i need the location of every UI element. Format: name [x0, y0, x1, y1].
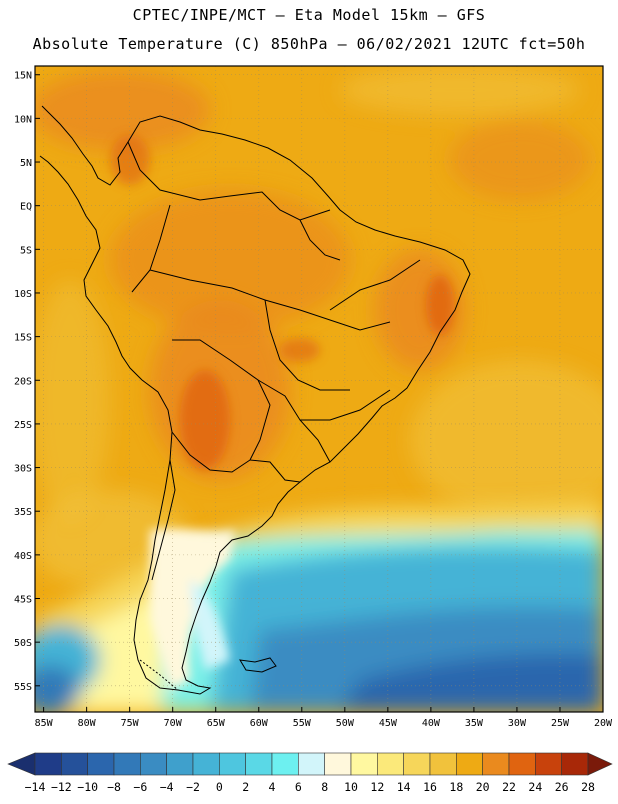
colorbar-label: 24 [528, 780, 542, 794]
colorbar-label: 12 [370, 780, 384, 794]
colorbar-min-arrow [7, 752, 36, 776]
longitude-label: 50W [336, 718, 355, 729]
colorbar-label: 2 [242, 780, 249, 794]
colorbar-label: −8 [107, 780, 121, 794]
colorbar-cell [34, 752, 62, 776]
colorbar-label: −4 [160, 780, 174, 794]
longitude-label: 60W [250, 718, 269, 729]
longitude-label: 65W [207, 718, 226, 729]
colorbar-cell [324, 752, 352, 776]
latitude-label: 50S [14, 638, 32, 649]
colorbar-cell [377, 752, 404, 776]
colorbar-label: 6 [295, 780, 302, 794]
latitude-label: 35S [14, 507, 32, 518]
colorbar-cell [482, 752, 510, 776]
latitude-label: 5S [20, 245, 32, 256]
longitude-label: 75W [121, 718, 140, 729]
continent-outline [39, 105, 471, 695]
latitude-label: 5N [20, 158, 32, 169]
longitude-label: 85W [35, 718, 54, 729]
colorbar-cell [508, 752, 536, 776]
colorbar-cell [219, 752, 246, 776]
colorbar-label: 4 [269, 780, 276, 794]
temperature-map: 15N 10N 5N EQ 5S 10S 15S 20S 25S 30S 35S 40S 45S 50S 5… [0, 60, 618, 730]
colorbar-label: 22 [502, 780, 516, 794]
colorbar-label: 16 [423, 780, 437, 794]
colorbar-cell [61, 752, 88, 776]
longitude-label: 20W [594, 718, 613, 729]
colorbar-label: 20 [476, 780, 490, 794]
colorbar-label: −12 [51, 780, 72, 794]
longitude-label: 80W [78, 718, 97, 729]
latitude-label: 10N [14, 114, 32, 125]
colorbar-label: 14 [397, 780, 411, 794]
colorbar-cell [140, 752, 167, 776]
colorbar-cell [87, 752, 115, 776]
colorbar-cell [561, 752, 589, 776]
colorbar-label: −6 [133, 780, 147, 794]
longitude-label: 30W [508, 718, 527, 729]
latitude-label: 30S [14, 464, 32, 475]
colorbar-label: 28 [581, 780, 595, 794]
colorbar-max-arrow [587, 752, 613, 776]
longitude-label: 40W [422, 718, 441, 729]
colorbar-cell [166, 752, 194, 776]
colorbar-cell [245, 752, 273, 776]
colorbar-label: −2 [186, 780, 200, 794]
latitude-label: EQ [20, 202, 32, 213]
colorbar-label: −10 [77, 780, 98, 794]
longitude-labels: 85W 80W 75W 70W 65W 60W 55W 50W 45W 40W 35W 30W 25W 2… [35, 707, 613, 729]
latitude-label: 40S [14, 551, 32, 562]
colorbar-cell [403, 752, 431, 776]
temperature-colorbar: −14 −12 −10 −8 −6 −4 −2 0 2 4 6 8 10 12 14 16 18 20 22 24 26… [0, 745, 618, 800]
colorbar-cell [535, 752, 562, 776]
colorbar-label: 0 [216, 780, 223, 794]
latitude-label: 15S [14, 333, 32, 344]
latitude-label: 20S [14, 376, 32, 387]
colorbar-cell [456, 752, 483, 776]
colorbar-label: 18 [449, 780, 463, 794]
longitude-label: 45W [379, 718, 398, 729]
latitude-labels: 15N 10N 5N EQ 5S 10S 15S 20S 25S 30S 35S 40S 45S 50S 5… [14, 71, 40, 693]
latitude-label: 45S [14, 595, 32, 606]
longitude-label: 70W [164, 718, 183, 729]
longitude-label: 25W [551, 718, 570, 729]
temperature-field [35, 66, 603, 712]
latitude-label: 55S [14, 682, 32, 693]
longitude-label: 55W [293, 718, 312, 729]
colorbar-cell [192, 752, 220, 776]
colorbar-cell [429, 752, 457, 776]
latitude-label: 10S [14, 289, 32, 300]
longitude-label: 35W [465, 718, 484, 729]
colorbar-label: 10 [344, 780, 358, 794]
colorbar-label: 26 [555, 780, 569, 794]
colorbar-cell [298, 752, 325, 776]
colorbar-label: 8 [321, 780, 328, 794]
chart-title-line-2: Absolute Temperature (C) 850hPa – 06/02/… [32, 35, 586, 53]
chart-title-line-1: CPTEC/INPE/MCT – Eta Model 15km – GFS [132, 6, 486, 24]
colorbar-label: −14 [25, 780, 46, 794]
latitude-label: 25S [14, 420, 32, 431]
latitude-label: 15N [14, 71, 32, 82]
colorbar-cell [113, 752, 141, 776]
colorbar-cell [271, 752, 299, 776]
colorbar-cell [350, 752, 378, 776]
